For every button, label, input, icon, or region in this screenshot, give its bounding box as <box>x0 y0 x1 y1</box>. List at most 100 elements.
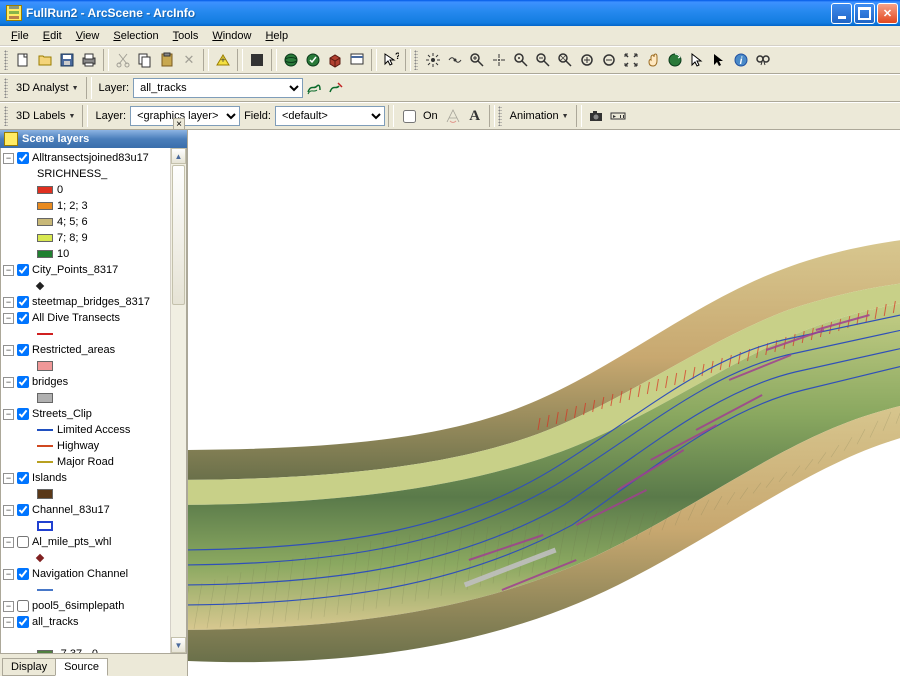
expander-icon[interactable]: − <box>3 505 14 516</box>
layer-checkbox[interactable] <box>17 296 29 308</box>
scene-viewport[interactable] <box>188 130 900 676</box>
menu-edit[interactable]: Edit <box>36 28 69 44</box>
toolbar-grip[interactable] <box>498 106 502 126</box>
text-button[interactable]: A <box>464 105 486 127</box>
expander-icon[interactable]: − <box>3 265 14 276</box>
layer-checkbox[interactable] <box>17 536 29 548</box>
pointer-button[interactable] <box>708 49 730 71</box>
help-pointer-button[interactable]: ? <box>380 49 402 71</box>
toolbar-grip[interactable] <box>4 50 8 70</box>
toolbar-grip[interactable] <box>414 50 418 70</box>
layer-row[interactable]: −all_tracks <box>3 614 186 630</box>
3d-labels-menu[interactable]: 3D Labels ▼ <box>12 110 79 122</box>
steepest-path-button[interactable] <box>325 77 347 99</box>
display-tab[interactable]: Display <box>2 658 56 676</box>
toc-scrollbar[interactable]: ▲ ▼ <box>170 148 186 653</box>
menu-selection[interactable]: Selection <box>106 28 165 44</box>
scroll-down-button[interactable]: ▼ <box>171 637 186 653</box>
layer-row[interactable]: −Streets_Clip <box>3 406 186 422</box>
fly-button[interactable] <box>444 49 466 71</box>
layer-row[interactable]: −Channel_83u17 <box>3 502 186 518</box>
layer-checkbox[interactable] <box>17 264 29 276</box>
expander-icon[interactable]: − <box>3 313 14 324</box>
menu-file[interactable]: File <box>4 28 36 44</box>
layer-checkbox[interactable] <box>17 600 29 612</box>
navigate-button[interactable] <box>422 49 444 71</box>
zoom-fixed-out-button[interactable] <box>598 49 620 71</box>
minimize-button[interactable] <box>831 3 852 24</box>
camera-button[interactable] <box>585 105 607 127</box>
zoom-in-button[interactable] <box>466 49 488 71</box>
add-data-button[interactable]: + <box>212 49 234 71</box>
options-button[interactable] <box>346 49 368 71</box>
scroll-thumb[interactable] <box>172 165 185 305</box>
delete-button[interactable]: ✕ <box>178 49 200 71</box>
layer-checkbox[interactable] <box>17 408 29 420</box>
rotate-button[interactable] <box>664 49 686 71</box>
layer-row[interactable]: −All Dive Transects <box>3 310 186 326</box>
expander-icon[interactable]: − <box>3 153 14 164</box>
expander-icon[interactable]: − <box>3 297 14 308</box>
menu-window[interactable]: Window <box>205 28 258 44</box>
layer-row[interactable]: −Islands <box>3 470 186 486</box>
toc-close-button[interactable]: × <box>173 118 185 130</box>
menu-tools[interactable]: Tools <box>166 28 206 44</box>
expander-icon[interactable]: − <box>3 601 14 612</box>
contour-button[interactable] <box>303 77 325 99</box>
labels-layer-select[interactable]: <graphics layer> <box>130 106 240 126</box>
expander-icon[interactable]: − <box>3 409 14 420</box>
pan-button[interactable] <box>642 49 664 71</box>
zoom-target-button[interactable] <box>510 49 532 71</box>
close-button[interactable] <box>877 3 898 24</box>
expander-icon[interactable]: − <box>3 537 14 548</box>
menu-help[interactable]: Help <box>258 28 295 44</box>
layer-row[interactable]: −Alltransectsjoined83u17 <box>3 150 186 166</box>
animation-menu[interactable]: Animation ▼ <box>506 110 573 122</box>
layer-checkbox[interactable] <box>17 504 29 516</box>
menu-view[interactable]: View <box>69 28 107 44</box>
print-button[interactable] <box>78 49 100 71</box>
layer-row[interactable]: −City_Points_8317 <box>3 262 186 278</box>
toolbar-grip[interactable] <box>4 106 8 126</box>
animation-controls-button[interactable] <box>607 105 629 127</box>
3d-analyst-menu[interactable]: 3D Analyst ▼ <box>12 82 83 94</box>
layer-row[interactable]: −bridges <box>3 374 186 390</box>
layer-checkbox[interactable] <box>17 472 29 484</box>
layer-checkbox[interactable] <box>17 616 29 628</box>
new-button[interactable] <box>12 49 34 71</box>
expander-icon[interactable]: − <box>3 473 14 484</box>
scroll-up-button[interactable]: ▲ <box>171 148 186 164</box>
select-button[interactable] <box>686 49 708 71</box>
zoom-fixed-in-button[interactable] <box>576 49 598 71</box>
center-button[interactable] <box>488 49 510 71</box>
copy-button[interactable] <box>134 49 156 71</box>
layer-checkbox[interactable] <box>17 152 29 164</box>
expander-icon[interactable]: − <box>3 617 14 628</box>
expander-icon[interactable]: − <box>3 569 14 580</box>
layer-checkbox[interactable] <box>17 344 29 356</box>
expander-icon[interactable]: − <box>3 345 14 356</box>
layer-checkbox[interactable] <box>17 568 29 580</box>
paste-button[interactable] <box>156 49 178 71</box>
layer-checkbox[interactable] <box>17 376 29 388</box>
expand-button[interactable] <box>620 49 642 71</box>
toolbar-grip[interactable] <box>4 78 8 98</box>
save-button[interactable] <box>56 49 78 71</box>
layer-row[interactable]: −Navigation Channel <box>3 566 186 582</box>
cut-button[interactable] <box>112 49 134 71</box>
label-style-button[interactable] <box>442 105 464 127</box>
zoom-extent-button[interactable] <box>554 49 576 71</box>
full-extent-button[interactable] <box>246 49 268 71</box>
source-tab[interactable]: Source <box>55 658 108 676</box>
globe-target-button[interactable] <box>302 49 324 71</box>
layer-row[interactable]: −steetmap_bridges_8317 <box>3 294 186 310</box>
labels-field-select[interactable]: <default> <box>275 106 385 126</box>
globe-nav-button[interactable] <box>280 49 302 71</box>
layer-checkbox[interactable] <box>17 312 29 324</box>
zoom-out-button[interactable] <box>532 49 554 71</box>
labels-on-checkbox[interactable] <box>403 110 416 123</box>
identify-button[interactable]: i <box>730 49 752 71</box>
expander-icon[interactable]: − <box>3 377 14 388</box>
find-button[interactable] <box>752 49 774 71</box>
layer-row[interactable]: −Restricted_areas <box>3 342 186 358</box>
